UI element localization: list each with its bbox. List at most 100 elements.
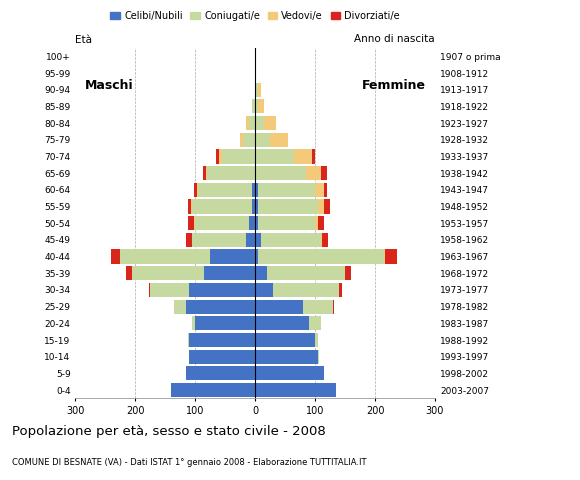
Bar: [186, 233, 193, 247]
Bar: [252, 99, 255, 113]
Bar: [255, 233, 261, 247]
Bar: [255, 250, 258, 264]
Bar: [324, 199, 330, 214]
Bar: [255, 183, 258, 197]
Bar: [150, 283, 189, 297]
Bar: [255, 83, 256, 97]
Bar: [255, 216, 258, 230]
Bar: [303, 300, 333, 314]
Bar: [315, 183, 324, 197]
Bar: [318, 216, 324, 230]
Bar: [255, 132, 270, 147]
Bar: [315, 333, 318, 347]
Bar: [333, 300, 334, 314]
Bar: [255, 199, 258, 214]
Bar: [339, 283, 342, 297]
Bar: [188, 216, 194, 230]
Bar: [264, 116, 276, 130]
Bar: [188, 349, 189, 364]
Bar: [252, 183, 255, 197]
Bar: [197, 183, 198, 197]
Bar: [321, 233, 322, 247]
Bar: [210, 250, 255, 264]
Bar: [193, 233, 246, 247]
Bar: [255, 300, 303, 314]
Bar: [258, 183, 315, 197]
Bar: [261, 233, 321, 247]
Text: Anno di nascita: Anno di nascita: [354, 35, 435, 45]
Bar: [258, 199, 318, 214]
Bar: [252, 199, 255, 214]
Bar: [198, 183, 252, 197]
Bar: [255, 333, 315, 347]
Bar: [171, 383, 255, 397]
Bar: [240, 132, 243, 147]
Bar: [258, 250, 384, 264]
Bar: [255, 316, 309, 330]
Bar: [203, 166, 206, 180]
Bar: [191, 199, 193, 214]
Bar: [249, 116, 255, 130]
Bar: [270, 132, 288, 147]
Bar: [243, 132, 255, 147]
Bar: [195, 216, 249, 230]
Bar: [188, 199, 191, 214]
Bar: [174, 300, 186, 314]
Bar: [188, 333, 189, 347]
Bar: [111, 250, 121, 264]
Bar: [255, 99, 258, 113]
Bar: [121, 250, 210, 264]
Bar: [222, 149, 255, 164]
Bar: [189, 349, 255, 364]
Bar: [315, 216, 318, 230]
Bar: [189, 283, 255, 297]
Bar: [258, 216, 315, 230]
Bar: [246, 233, 255, 247]
Bar: [318, 199, 324, 214]
Bar: [267, 266, 345, 280]
Bar: [206, 166, 207, 180]
Bar: [204, 266, 255, 280]
Bar: [132, 266, 204, 280]
Bar: [273, 283, 339, 297]
Bar: [193, 316, 195, 330]
Bar: [194, 183, 197, 197]
Bar: [385, 250, 397, 264]
Text: Femmine: Femmine: [362, 79, 426, 92]
Bar: [126, 266, 132, 280]
Bar: [219, 149, 222, 164]
Bar: [195, 316, 255, 330]
Bar: [322, 233, 328, 247]
Bar: [321, 166, 327, 180]
Text: Maschi: Maschi: [85, 79, 133, 92]
Bar: [256, 83, 258, 97]
Bar: [318, 349, 320, 364]
Text: COMUNE DI BESNATE (VA) - Dati ISTAT 1° gennaio 2008 - Elaborazione TUTTITALIA.IT: COMUNE DI BESNATE (VA) - Dati ISTAT 1° g…: [12, 458, 366, 468]
Bar: [246, 116, 249, 130]
Bar: [345, 266, 351, 280]
Bar: [186, 366, 255, 381]
Bar: [189, 333, 255, 347]
Bar: [312, 149, 315, 164]
Bar: [255, 349, 318, 364]
Bar: [294, 149, 312, 164]
Bar: [255, 149, 294, 164]
Bar: [216, 149, 219, 164]
Bar: [258, 99, 264, 113]
Bar: [324, 183, 327, 197]
Bar: [255, 366, 324, 381]
Bar: [194, 216, 195, 230]
Bar: [149, 283, 150, 297]
Legend: Celibi/Nubili, Coniugati/e, Vedovi/e, Divorziati/e: Celibi/Nubili, Coniugati/e, Vedovi/e, Di…: [107, 7, 404, 25]
Bar: [384, 250, 385, 264]
Bar: [255, 266, 267, 280]
Text: Popolazione per età, sesso e stato civile - 2008: Popolazione per età, sesso e stato civil…: [12, 425, 325, 438]
Bar: [186, 300, 255, 314]
Bar: [255, 166, 306, 180]
Bar: [255, 383, 336, 397]
Bar: [309, 316, 321, 330]
Bar: [193, 199, 252, 214]
Bar: [306, 166, 321, 180]
Bar: [249, 216, 255, 230]
Bar: [255, 116, 264, 130]
